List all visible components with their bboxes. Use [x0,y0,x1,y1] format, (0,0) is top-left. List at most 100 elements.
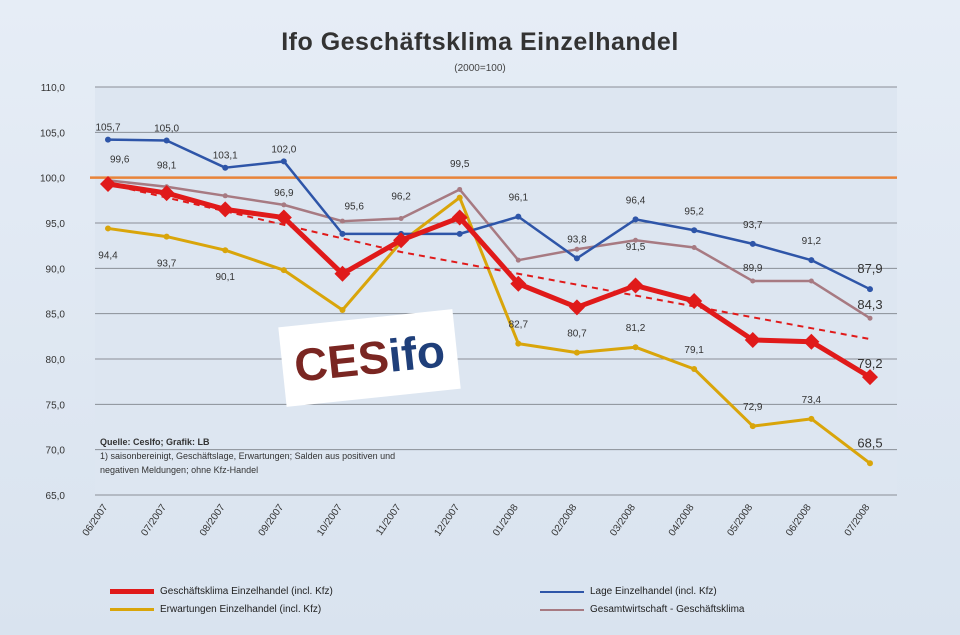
data-label-lage: 96,1 [509,193,529,204]
y-tick-label: 75,0 [46,400,66,411]
data-point-gesamt [808,278,814,284]
y-tick-label: 80,0 [46,355,66,366]
data-point-erwartungen [808,415,815,422]
data-point-lage [339,230,346,237]
y-tick-label: 105,0 [40,128,65,139]
data-point-erwartungen [632,344,639,351]
legend-label-gesamt: Gesamtwirtschaft - Geschäftsklima [590,604,745,615]
data-label-extra: 95,6 [344,201,364,212]
data-point-gesamt [281,202,287,208]
data-point-gesamt [691,244,697,250]
x-tick-label: 08/2007 [198,502,228,538]
data-point-klima [451,209,468,226]
data-point-klima [275,209,292,226]
data-point-gesamt [750,278,756,284]
x-tick-label: 07/2007 [139,502,169,538]
data-point-klima [510,275,527,292]
data-label-klima: 79,2 [857,356,882,371]
source-line-1: Quelle: CesIfo; Grafik: LB [100,437,210,447]
data-label-erwartungen: 68,5 [857,435,882,450]
data-label-lage: 93,8 [567,234,587,245]
x-tick-label: 02/2008 [550,502,580,538]
data-point-erwartungen [456,194,463,201]
legend-label-erwartungen: Erwartungen Einzelhandel (incl. Kfz) [160,604,322,615]
x-tick-label: 12/2007 [432,502,462,538]
data-label-erwartungen: 94,4 [98,250,118,261]
data-label-extra: 96,2 [391,191,411,202]
data-point-erwartungen [339,307,346,314]
data-label-erwartungen: 72,9 [743,402,763,413]
data-label-erwartungen: 73,4 [802,395,822,406]
y-tick-label: 85,0 [46,310,66,321]
data-point-gesamt [867,315,873,321]
data-point-klima [393,232,410,249]
data-point-gesamt [339,218,345,224]
y-tick-label: 90,0 [46,264,66,275]
data-point-gesamt [574,246,580,252]
data-point-erwartungen [105,225,111,232]
logo-ces-text: CES [291,330,392,392]
y-tick-label: 110,0 [41,83,66,94]
legend-item-klima: Geschäftsklima Einzelhandel (incl. Kfz) [110,586,333,597]
legend-item-gesamt: Gesamtwirtschaft - Geschäftsklima [540,604,744,615]
legend-swatch-klima [110,589,154,594]
data-point-lage [105,136,111,143]
chart-title: Ifo Geschäftsklima Einzelhandel [281,28,679,56]
data-point-klima [334,265,351,282]
source-note: Quelle: CesIfo; Grafik: LB 1) saisonbere… [100,435,395,477]
series-line-klima [107,181,872,380]
chart-subtitle: (2000=100) [454,63,506,74]
data-point-gesamt [398,215,404,221]
data-label-erwartungen: 82,7 [509,320,529,331]
x-tick-label: 03/2008 [608,502,638,538]
data-label-lage: 102,0 [271,144,296,155]
data-label-extra: 99,5 [450,159,470,170]
series-line-lage [107,138,871,291]
data-label-erwartungen: 90,1 [215,272,235,283]
x-tick-label: 11/2007 [374,502,404,538]
data-point-klima [158,185,175,202]
data-label-extra: 96,9 [274,188,294,199]
data-point-lage [808,257,815,264]
y-tick-label: 70,0 [46,446,66,457]
series-line-erwartungen [107,196,871,465]
data-point-klima [686,292,703,309]
data-point-gesamt [633,237,639,243]
legend-swatch-lage [540,590,584,593]
data-point-klima [744,331,761,348]
data-label-lage: 105,7 [95,123,120,134]
data-point-klima [627,277,644,294]
data-point-erwartungen [867,460,873,467]
data-label-lage: 103,1 [213,151,238,162]
data-point-gesamt [222,193,228,199]
x-tick-label: 06/2008 [784,502,814,538]
y-tick-label: 100,0 [40,174,65,185]
data-label-lage: 105,0 [154,123,179,134]
data-label-lage: 95,2 [684,206,704,217]
data-point-klima [568,299,585,316]
data-point-klima [100,176,116,193]
data-label-erwartungen: 80,7 [567,329,587,340]
data-point-lage [749,240,756,247]
data-point-erwartungen [163,233,170,240]
data-point-gesamt [515,257,521,263]
y-tick-label: 95,0 [46,219,66,230]
data-point-lage [280,158,287,165]
data-label-gesamt: 84,3 [857,297,882,312]
x-tick-label: 06/2007 [81,502,111,538]
data-point-erwartungen [573,349,580,356]
data-point-klima [217,201,234,218]
data-point-lage [691,227,698,234]
legend-label-klima: Geschäftsklima Einzelhandel (incl. Kfz) [160,586,333,597]
data-point-erwartungen [691,365,698,372]
data-label-extra: 91,5 [626,242,646,253]
y-tick-label: 65,0 [46,491,66,502]
legend-swatch-erwartungen [110,608,154,611]
x-tick-label: 09/2007 [257,502,287,538]
legend-item-erwartungen: Erwartungen Einzelhandel (incl. Kfz) [110,604,321,615]
legend-item-lage: Lage Einzelhandel (incl. Kfz) [540,586,717,597]
x-tick-label: 10/2007 [315,502,345,538]
data-label-lage: 93,7 [743,220,763,231]
data-point-klima [803,333,820,350]
